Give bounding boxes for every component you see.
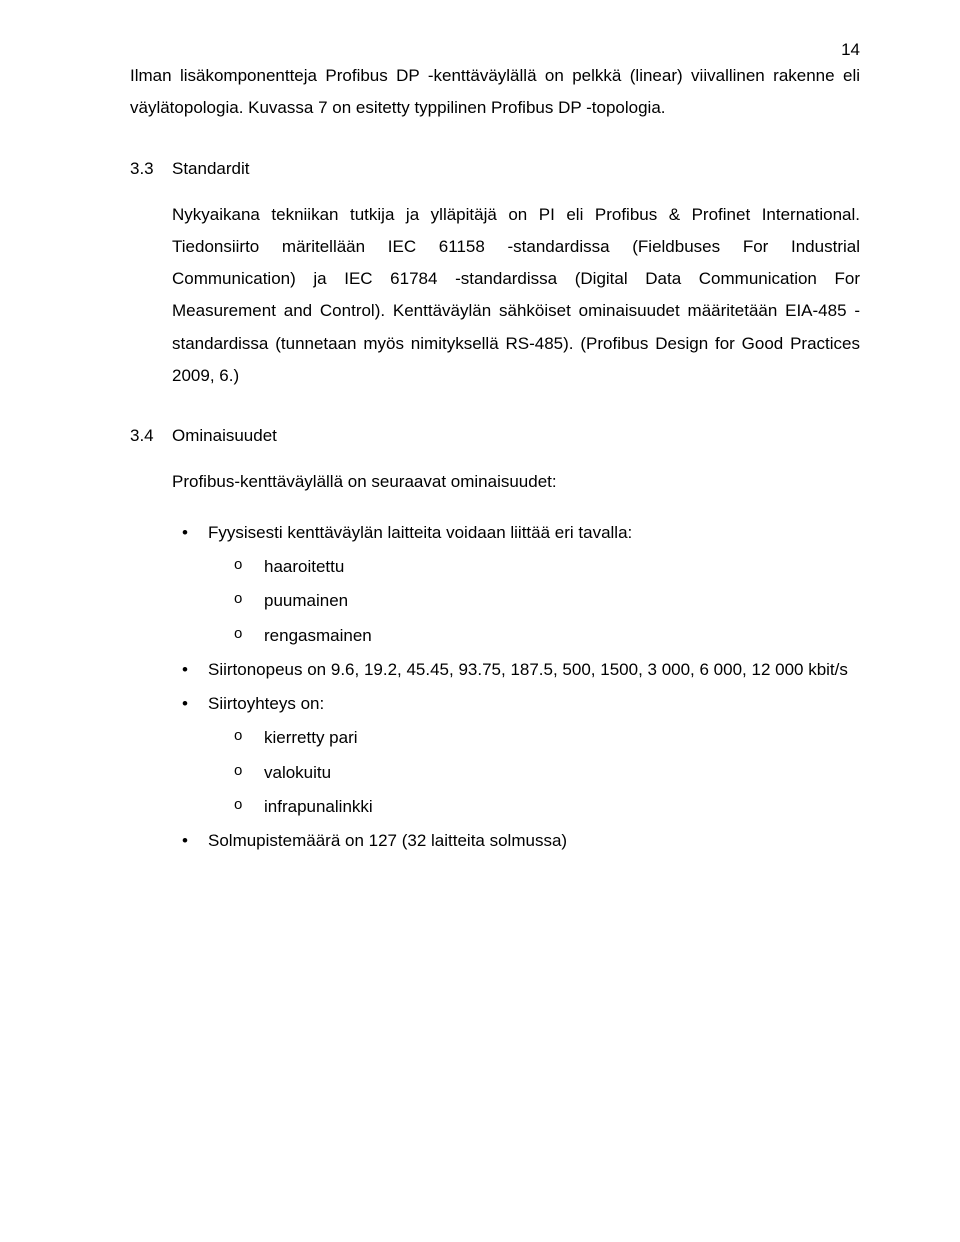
section-3-3-heading: 3.3 Standardit	[130, 159, 860, 179]
section-3-4-intro: Profibus-kenttäväylällä on seuraavat omi…	[172, 466, 860, 498]
section-number: 3.3	[130, 159, 172, 179]
sub-list-item: rengasmainen	[208, 620, 860, 652]
page-number: 14	[841, 40, 860, 60]
list-item: Siirtoyhteys on: kierretty pari valokuit…	[172, 688, 860, 823]
intro-paragraph: Ilman lisäkomponentteja Profibus DP -ken…	[130, 60, 860, 125]
list-item-text: Siirtoyhteys on:	[208, 694, 324, 713]
sub-list: haaroitettu puumainen rengasmainen	[208, 551, 860, 652]
sub-list-item: haaroitettu	[208, 551, 860, 583]
sub-list: kierretty pari valokuitu infrapunalinkki	[208, 722, 860, 823]
sub-list-item: valokuitu	[208, 757, 860, 789]
document-page: 14 Ilman lisäkomponentteja Profibus DP -…	[0, 0, 960, 1242]
sub-list-item: puumainen	[208, 585, 860, 617]
list-item: Siirtonopeus on 9.6, 19.2, 45.45, 93.75,…	[172, 654, 860, 686]
section-number: 3.4	[130, 426, 172, 446]
sub-list-item: infrapunalinkki	[208, 791, 860, 823]
section-3-4-heading: 3.4 Ominaisuudet	[130, 426, 860, 446]
list-item-text: Siirtonopeus on 9.6, 19.2, 45.45, 93.75,…	[208, 660, 848, 679]
sub-list-item: kierretty pari	[208, 722, 860, 754]
section-3-3-body: Nykyaikana tekniikan tutkija ja ylläpitä…	[172, 199, 860, 393]
list-item-text: Solmupistemäärä on 127 (32 laitteita sol…	[208, 831, 567, 850]
section-title: Ominaisuudet	[172, 426, 277, 446]
list-item: Fyysisesti kenttäväylän laitteita voidaa…	[172, 517, 860, 652]
list-item: Solmupistemäärä on 127 (32 laitteita sol…	[172, 825, 860, 857]
section-title: Standardit	[172, 159, 250, 179]
list-item-text: Fyysisesti kenttäväylän laitteita voidaa…	[208, 523, 632, 542]
feature-list: Fyysisesti kenttäväylän laitteita voidaa…	[172, 517, 860, 858]
